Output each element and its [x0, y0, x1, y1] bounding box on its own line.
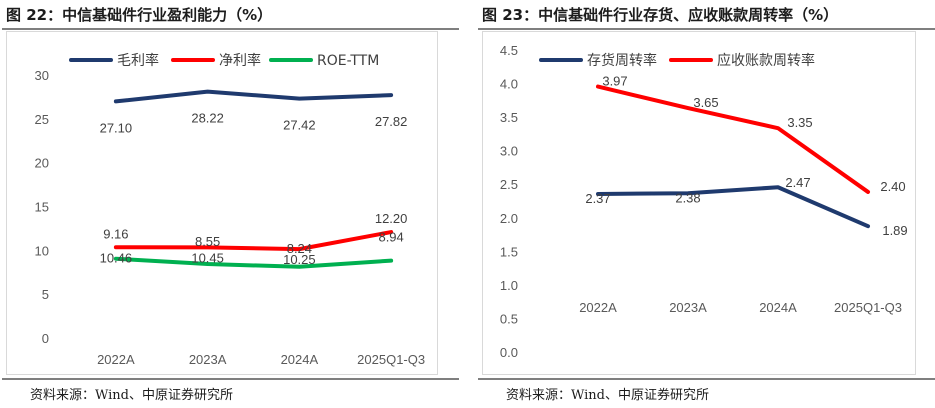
- data-label: 10.45: [191, 250, 224, 265]
- data-label: 1.89: [882, 223, 907, 238]
- profitability-line-chart: 0 5 10 15 20 25 30 2022A 2023A 2024A 2025Q1-Q3 27.1…: [35, 52, 426, 367]
- y-tick-label: 0: [42, 331, 49, 346]
- source-note: 资料来源：Wind、中原证券研究所: [30, 388, 233, 403]
- y-tick-label: 1.5: [500, 244, 518, 259]
- y-tick-label: 5: [42, 287, 49, 302]
- data-label: 10.46: [100, 250, 133, 265]
- legend-label: 存货周转率: [587, 52, 657, 69]
- chart-panel-profitability: 图 22：中信基础件行业盈利能力（%） 0 5 10 15 20 25 30 2022A 202…: [0, 0, 459, 408]
- data-label: 2.40: [880, 179, 905, 194]
- series-line-2: [113, 230, 394, 252]
- chart-frame: 0.0 0.5 1.0 1.5 2.0 2.5 3.0 3.5 4.0 4.5 2022A 2023A…: [482, 31, 916, 375]
- y-tick-label: 3.0: [500, 144, 518, 159]
- data-label: 8.24: [287, 241, 312, 256]
- data-label: 8.94: [378, 230, 403, 245]
- data-label: 12.20: [375, 211, 408, 226]
- legend-label: 毛利率: [117, 52, 159, 69]
- data-label: 8.55: [195, 234, 220, 249]
- y-tick-label: 25: [35, 112, 49, 127]
- legend-label: ROE-TTM: [317, 53, 379, 69]
- title-rule: [2, 28, 459, 30]
- legend-label: 净利率: [219, 52, 261, 69]
- data-label: 28.22: [191, 111, 224, 126]
- y-tick-label: 2.5: [500, 177, 518, 192]
- x-tick-label: 2025Q1-Q3: [834, 300, 902, 315]
- y-tick-label: 15: [35, 200, 49, 215]
- data-label: 9.16: [103, 227, 128, 242]
- data-label: 2.37: [585, 191, 610, 206]
- y-tick-label: 0.0: [500, 345, 518, 360]
- y-tick-label: 4.0: [500, 77, 518, 92]
- title-rule: [478, 28, 935, 30]
- x-tick-label: 2022A: [97, 352, 135, 367]
- series-line-2: [596, 84, 870, 194]
- turnover-line-chart: 0.0 0.5 1.0 1.5 2.0 2.5 3.0 3.5 4.0 4.5 2022A 2023A…: [500, 43, 908, 360]
- y-tick-label: 1.0: [500, 278, 518, 293]
- x-tick-label: 2022A: [579, 300, 617, 315]
- data-label: 27.10: [100, 120, 133, 135]
- data-label: 27.82: [375, 114, 408, 129]
- y-tick-label: 30: [35, 68, 49, 83]
- y-tick-label: 0.5: [500, 311, 518, 326]
- data-label: 27.42: [283, 118, 316, 133]
- legend-label: 应收账款周转率: [717, 52, 815, 69]
- chart-title: 图 23：中信基础件行业存货、应收账款周转率（%）: [482, 6, 839, 24]
- data-label: 3.35: [787, 115, 812, 130]
- series-line-1: [113, 89, 394, 104]
- x-tick-label: 2025Q1-Q3: [357, 352, 425, 367]
- data-label: 3.97: [602, 74, 627, 89]
- chart-panel-turnover: 图 23：中信基础件行业存货、应收账款周转率（%） 0.0 0.5 1.0 1.5 2.…: [476, 0, 935, 408]
- data-label: 10.25: [283, 252, 316, 267]
- series-line-1: [596, 185, 870, 229]
- chart-title: 图 22：中信基础件行业盈利能力（%）: [6, 6, 273, 24]
- y-tick-label: 3.5: [500, 110, 518, 125]
- x-tick-label: 2024A: [281, 352, 319, 367]
- y-tick-label: 4.5: [500, 43, 518, 58]
- y-tick-label: 10: [35, 243, 49, 258]
- x-tick-label: 2024A: [759, 300, 797, 315]
- chart-frame: 0 5 10 15 20 25 30 2022A 2023A 2024A 2025Q1-Q3 27.1…: [6, 31, 438, 375]
- series-line-3: [113, 256, 394, 269]
- source-note: 资料来源：Wind、中原证券研究所: [506, 388, 709, 403]
- y-tick-label: 20: [35, 156, 49, 171]
- source-rule: [478, 378, 935, 380]
- source-rule: [2, 378, 459, 380]
- data-label: 2.38: [675, 190, 700, 205]
- x-tick-label: 2023A: [669, 300, 707, 315]
- data-label: 2.47: [785, 175, 810, 190]
- data-label: 3.65: [693, 95, 718, 110]
- x-tick-label: 2023A: [189, 352, 227, 367]
- y-tick-label: 2.0: [500, 211, 518, 226]
